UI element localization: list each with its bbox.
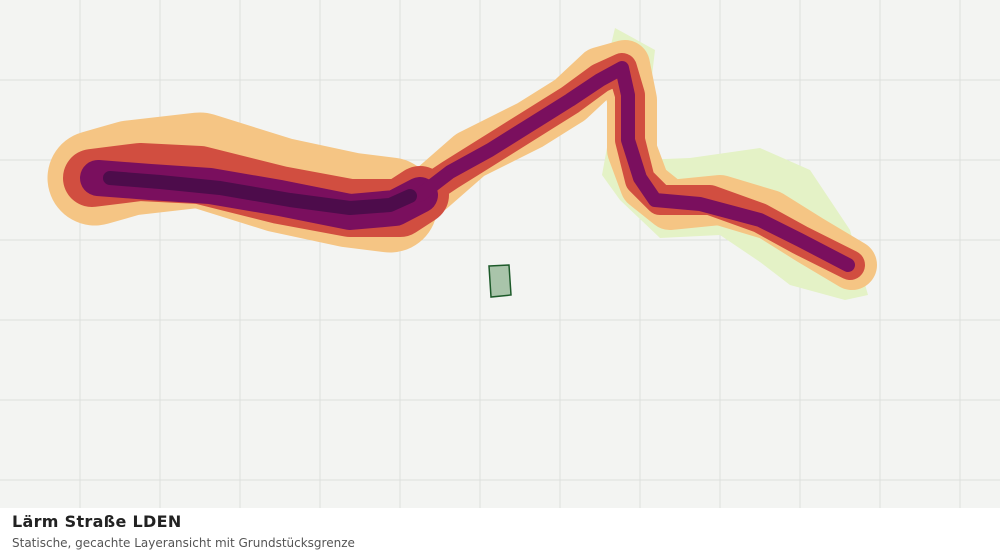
caption: Lärm Straße LDEN Statische, gecachte Lay… <box>12 512 355 550</box>
noise-band-dark <box>103 171 417 215</box>
layer-title: Lärm Straße LDEN <box>12 512 182 531</box>
noise-band-purple <box>413 61 855 272</box>
map-view <box>0 0 1000 508</box>
layer-subtitle: Statische, gecachte Layeransicht mit Gru… <box>12 536 355 550</box>
parcel-boundary[interactable] <box>488 264 512 298</box>
noise-layer <box>47 28 877 300</box>
